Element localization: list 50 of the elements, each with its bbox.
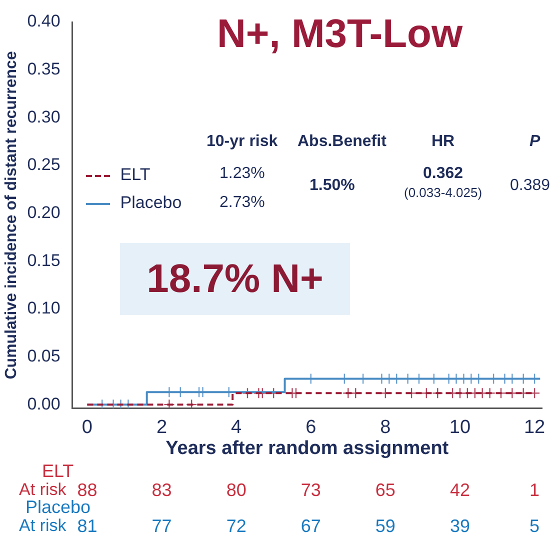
x-axis-title: Years after random assignment: [166, 438, 450, 459]
text: Placebo: [26, 497, 91, 517]
annotation: 0.362: [423, 165, 464, 182]
x-tick-label: 8: [380, 417, 391, 438]
text: 81: [77, 516, 98, 535]
text: 80: [226, 480, 246, 500]
y-tick-label: 0.10: [27, 298, 60, 318]
text: 1: [530, 480, 540, 500]
text: 65: [375, 480, 396, 500]
annotation: HR: [432, 133, 455, 150]
x-tick-label: 2: [156, 417, 168, 438]
text: 88: [77, 480, 98, 500]
text: 39: [450, 516, 470, 535]
x-tick-label: 12: [524, 417, 546, 438]
y-tick-label: 0.30: [27, 107, 60, 126]
text: 42: [450, 480, 470, 500]
annotation: 2.73%: [220, 194, 265, 211]
y-tick-label: 0.15: [27, 250, 60, 270]
chart-title: N+, M3T-Low: [217, 12, 463, 56]
y-tick-label: 0.40: [27, 12, 60, 31]
x-tick-label: 6: [306, 417, 316, 438]
annotation: P: [530, 133, 540, 150]
annotation: 0.389: [510, 177, 550, 194]
x-tick-label: 4: [231, 417, 242, 438]
y-tick-label: 0.20: [27, 202, 60, 222]
text: ELT: [42, 461, 74, 481]
text: 67: [300, 516, 321, 535]
text: 83: [152, 480, 172, 500]
y-tick-label: 0.35: [27, 60, 60, 79]
legend-label: Placebo: [120, 193, 182, 212]
text: At risk: [19, 480, 66, 499]
annotation: 1.50%: [310, 177, 355, 194]
annotation: 10-yr risk: [206, 133, 278, 150]
legend-label: ELT: [120, 165, 150, 184]
text: At risk: [19, 516, 66, 535]
y-tick-label: 0.05: [27, 346, 60, 366]
x-tick-label: 10: [449, 417, 471, 438]
text: 72: [226, 516, 246, 535]
text: 59: [375, 516, 396, 535]
y-tick-label: 0.25: [27, 155, 60, 174]
y-tick-label: 0.00: [27, 394, 60, 414]
text: 77: [152, 516, 172, 535]
annotation: (0.033-4.025): [404, 185, 482, 200]
text: 5: [530, 516, 540, 535]
y-axis-title: Cumulative incidence of distant recurrence: [3, 51, 20, 380]
annotation: 1.23%: [220, 165, 265, 182]
annotation: 18.7% N+: [120, 243, 350, 315]
annotation: Abs.Benefit: [298, 133, 386, 150]
text: 73: [300, 480, 321, 500]
x-tick-label: 0: [82, 417, 92, 438]
